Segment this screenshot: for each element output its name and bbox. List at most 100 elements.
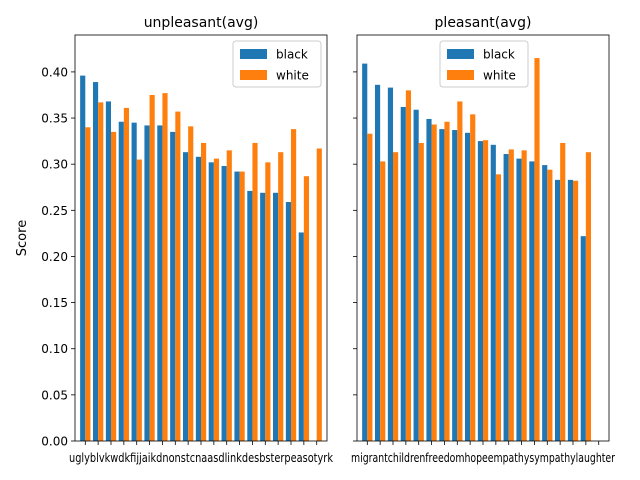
bar-white (380, 161, 386, 441)
bar-black (516, 158, 522, 442)
bar-black (260, 192, 266, 441)
bar-black (195, 156, 201, 442)
legend: black white (232, 40, 322, 88)
bar-black (375, 84, 381, 441)
y-tick-label: 0.15 (41, 296, 68, 310)
bar-white (123, 107, 129, 442)
bar-black (439, 129, 445, 442)
bar-black (567, 179, 573, 442)
y-tick-label: 0.05 (41, 388, 68, 402)
bar-white (291, 129, 297, 442)
bar-black (170, 131, 176, 442)
legend-swatch-white (447, 70, 474, 80)
bar-white (98, 102, 104, 441)
x-tick-labels: uglyblvkwdkfijjaikdnonstcnaasdlinkdesbst… (69, 451, 333, 465)
x-tick-labels: migrantchildrenfreedomhopeempathysympath… (351, 451, 615, 465)
bar-white (495, 174, 501, 441)
bar-white (573, 180, 579, 442)
bar-white (265, 162, 271, 441)
y-axis-label: Score (15, 220, 30, 256)
bar-black (234, 171, 240, 441)
bar-black (542, 165, 548, 441)
bar-black (247, 190, 253, 441)
bar-black (298, 232, 304, 441)
bar-black (426, 118, 432, 441)
chart-panel-1: unpleasant(avg) 0.00 0.05 0.10 0.15 0.20 0.25 0… (41, 15, 333, 465)
bar-black (529, 161, 535, 441)
y-tick-label: 0.35 (41, 112, 68, 126)
bar-black (93, 82, 99, 442)
bar-white (111, 131, 117, 442)
bar-black (157, 125, 163, 441)
bar-black (413, 109, 419, 441)
bar-white (418, 142, 424, 441)
bar-black (477, 141, 483, 441)
y-tick-label: 0.20 (41, 250, 68, 264)
y-tick-label: 0.40 (41, 65, 68, 79)
bar-black (465, 132, 471, 442)
bar-white (136, 159, 142, 441)
bar-white (85, 127, 91, 441)
bar-black (555, 179, 561, 442)
bar-white (547, 169, 553, 441)
chart-title: pleasant(avg) (435, 15, 532, 31)
bar-black (80, 75, 86, 441)
bar-black (183, 152, 189, 441)
bar-white (431, 124, 437, 441)
bar-white (457, 101, 463, 441)
legend: black white (439, 40, 529, 88)
bar-white (470, 114, 476, 441)
bar-black (400, 106, 406, 442)
bar-white (201, 142, 207, 441)
bar-white (213, 158, 219, 442)
axes-frame (356, 34, 610, 442)
bar-white (405, 90, 411, 441)
bar-black (208, 162, 214, 441)
bar-white (367, 133, 373, 441)
bar-white (226, 150, 232, 441)
legend-label-black: black (483, 48, 515, 62)
bar-white (585, 152, 591, 441)
bar-black (387, 87, 393, 441)
chart-panel-2: pleasant(avg) migrantchildrenfreedomhopee… (351, 15, 615, 465)
bar-black (503, 154, 509, 442)
bar-white (162, 93, 168, 441)
bar-white (560, 142, 566, 441)
legend-label-white: white (483, 69, 516, 83)
y-tick-label: 0.30 (41, 158, 68, 172)
legend-swatch-black (240, 49, 267, 59)
bar-white (508, 149, 514, 441)
legend-swatch-black (447, 49, 474, 59)
bar-white (483, 140, 489, 441)
bar-white (278, 152, 284, 441)
y-tick-label: 0.25 (41, 204, 68, 218)
bar-black (452, 130, 458, 442)
bar-black (490, 144, 496, 441)
bar-white (444, 121, 450, 442)
bar-white (188, 126, 194, 441)
y-tick-label: 0.10 (41, 342, 68, 356)
axes-frame (74, 34, 328, 442)
legend-label-black: black (276, 48, 308, 62)
bar-white (521, 150, 527, 441)
bar-black (118, 121, 124, 442)
bar-white (149, 94, 155, 442)
bar-black (131, 122, 137, 441)
bar-white (534, 58, 540, 442)
bar-black (362, 63, 368, 441)
legend-swatch-white (240, 70, 267, 80)
bar-white (175, 111, 181, 441)
bar-white (393, 152, 399, 441)
bar-black (221, 166, 227, 441)
bar-black (105, 101, 111, 441)
chart-title: unpleasant(avg) (144, 15, 259, 31)
bar-white (316, 148, 322, 441)
bar-white (303, 176, 309, 441)
bar-black (580, 236, 586, 441)
bar-white (239, 171, 245, 441)
bar-black (285, 202, 291, 441)
legend-label-white: white (276, 69, 309, 83)
bar-black (144, 125, 150, 441)
bar-black (273, 192, 279, 441)
